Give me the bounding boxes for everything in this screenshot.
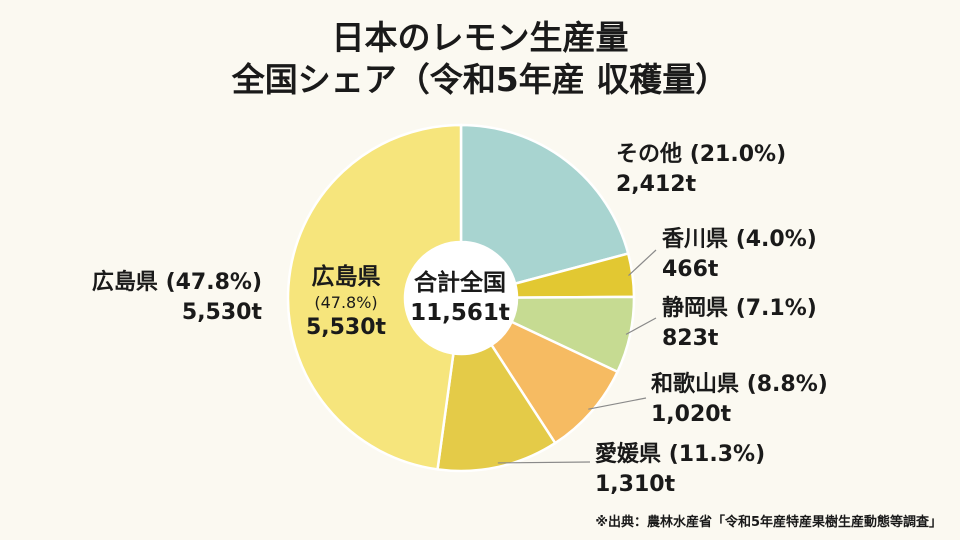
chart-title: 日本のレモン生産量 (331, 18, 629, 57)
label-kagawa: 香川県 (4.0%) 466t (662, 227, 817, 282)
center-total: 合計全国 11,561t (410, 270, 510, 326)
label-sonota: その他 (21.0%) 2,412t (616, 142, 787, 197)
chart-subtitle: 全国シェア（令和5年産 収穫量） (231, 60, 729, 99)
source-note: ※出典：農林水産省「令和5年産特産果樹生産動態等調査」 (595, 515, 942, 530)
leader-line-3 (588, 397, 647, 410)
leader-line-1 (628, 249, 657, 276)
label-ehime: 愛媛県 (11.3%) 1,310t (595, 442, 766, 497)
inner-label-hiroshima: 広島県 (47.8%) 5,530t (305, 264, 387, 340)
label-shizuoka: 静岡県 (7.1%) 823t (662, 296, 817, 351)
label-hiroshima: 広島県 (47.8%) 5,530t (91, 270, 262, 325)
label-wakayama: 和歌山県 (8.8%) 1,020t (651, 372, 828, 427)
donut-hole (405, 242, 517, 354)
leader-line-2 (625, 317, 657, 335)
leader-line-4 (497, 461, 591, 464)
